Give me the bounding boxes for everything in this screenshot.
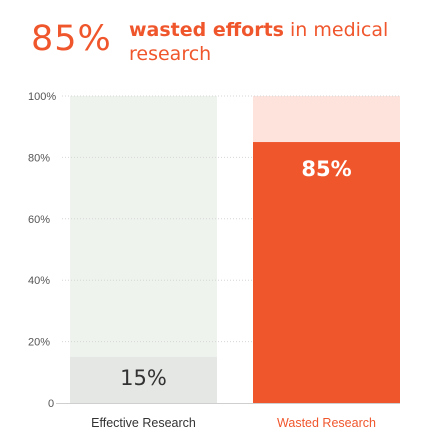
- y-tick-label: 40%: [28, 275, 50, 287]
- bar-0: [70, 356, 217, 403]
- category-label: Effective Research: [91, 416, 196, 430]
- headline-rest-2: research: [129, 43, 212, 65]
- y-tick-label: 100%: [28, 91, 56, 103]
- bar-1: [253, 142, 400, 404]
- headline-percent: 85%: [31, 19, 112, 59]
- headline-rest-1: in medical: [283, 19, 389, 41]
- y-tick-label: 0: [48, 398, 54, 410]
- value-label: 85%: [301, 157, 351, 181]
- value-label: 15%: [120, 366, 167, 390]
- category-label: Wasted Research: [277, 416, 376, 430]
- y-tick-label: 60%: [28, 214, 50, 226]
- headline-bold: wasted efforts: [129, 19, 284, 41]
- chart-header: 85% wasted efforts in medical research: [31, 14, 431, 74]
- bar-background-0: [70, 96, 217, 403]
- y-tick-label: 20%: [28, 337, 50, 349]
- headline-text: wasted efforts in medical research: [129, 18, 429, 66]
- y-tick-label: 80%: [28, 152, 50, 164]
